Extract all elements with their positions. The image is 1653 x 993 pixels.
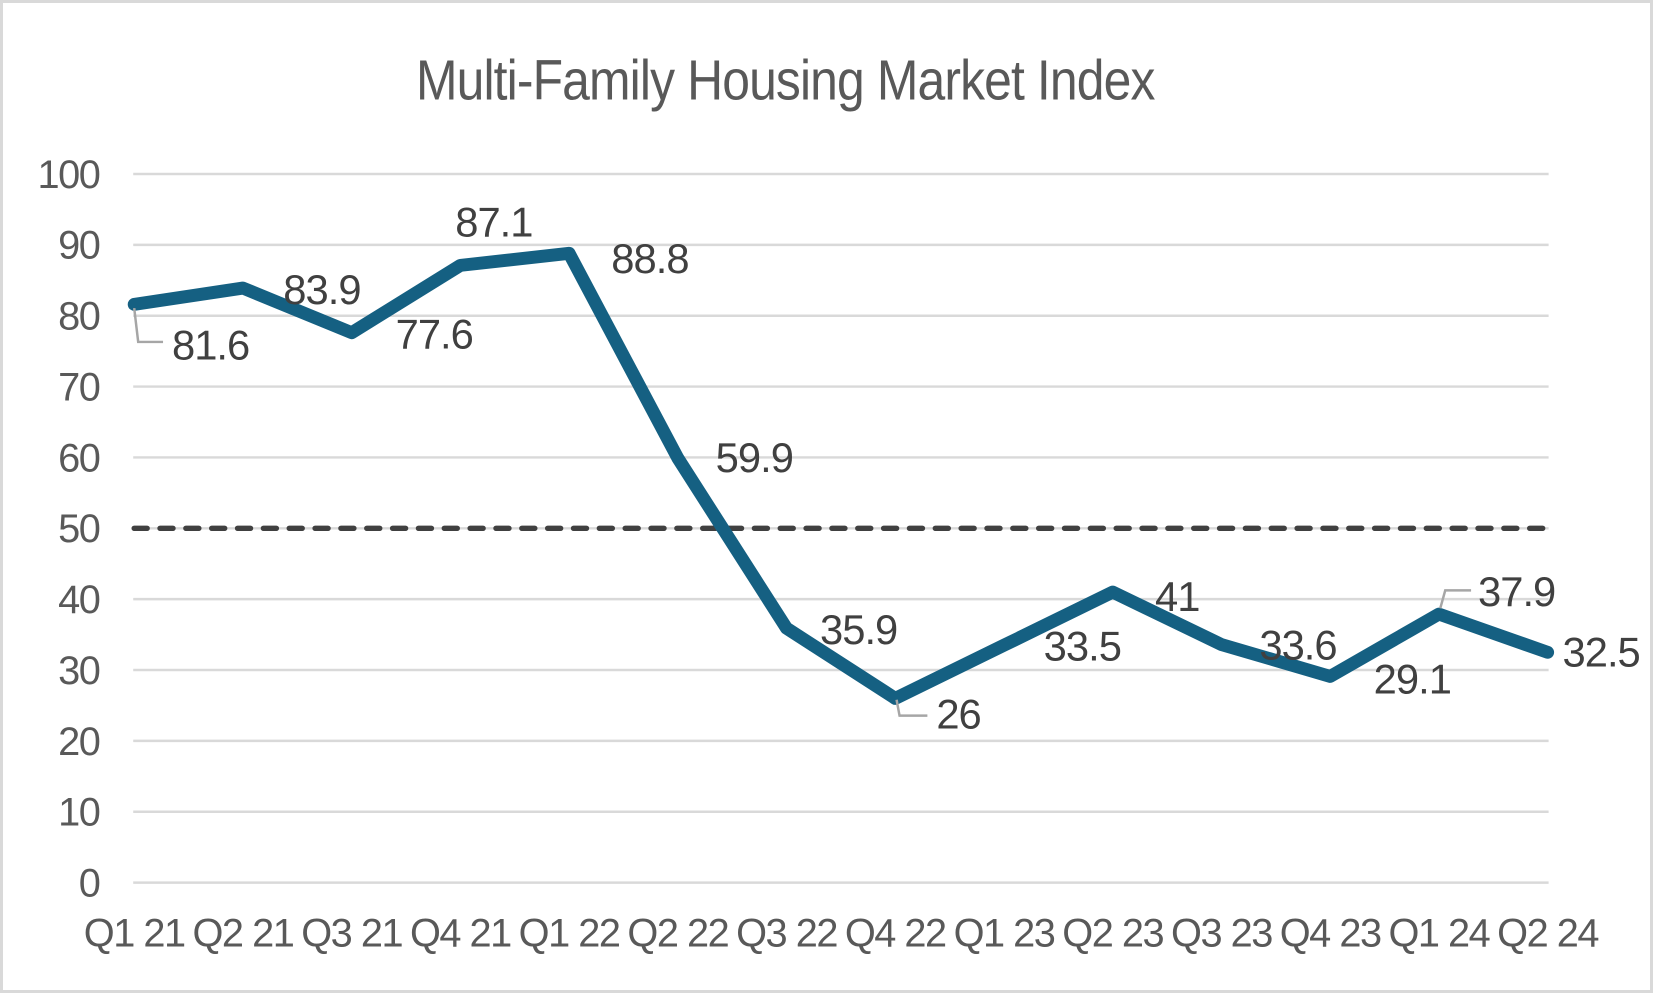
data-label-leader-line	[132, 307, 164, 344]
data-label: 37.9	[1478, 568, 1555, 615]
x-tick-label: Q2 21	[193, 911, 294, 955]
data-label: 26	[936, 690, 980, 737]
y-tick-label: 20	[58, 720, 100, 764]
x-tick-label: Q3 22	[736, 911, 837, 955]
x-tick-label: Q2 23	[1062, 911, 1163, 955]
data-label: 77.6	[396, 311, 473, 358]
y-axis-tick-labels: 0 10 20 30 40 50 60 70 80 90 100	[38, 153, 102, 906]
data-label-leader-line	[895, 699, 928, 717]
y-tick-label: 90	[58, 224, 100, 268]
data-label: 33.6	[1259, 622, 1336, 669]
x-tick-label: Q4 23	[1280, 911, 1381, 955]
x-tick-label: Q4 22	[845, 911, 946, 955]
y-tick-label: 50	[58, 507, 100, 551]
x-tick-label: Q3 21	[301, 911, 402, 955]
data-label: 87.1	[455, 198, 532, 245]
y-tick-label: 30	[58, 649, 100, 693]
data-label: 41	[1155, 573, 1199, 620]
data-label: 35.9	[820, 606, 897, 653]
data-label: 88.8	[611, 235, 688, 282]
x-tick-label: Q1 23	[954, 911, 1055, 955]
series-line	[127, 246, 1555, 705]
y-tick-label: 10	[58, 791, 100, 835]
data-label: 83.9	[283, 266, 360, 313]
data-label: 29.1	[1374, 656, 1451, 703]
x-tick-label: Q2 24	[1497, 911, 1598, 955]
chart-title: Multi-Family Housing Market Index	[416, 50, 1156, 113]
x-tick-label: Q1 24	[1388, 911, 1489, 955]
data-label: 33.5	[1044, 623, 1121, 670]
y-tick-label: 100	[38, 153, 100, 197]
data-label: 32.5	[1563, 629, 1640, 676]
data-label-leader-lines	[132, 307, 1472, 717]
y-tick-label: 0	[79, 862, 100, 906]
data-label-leader-line	[1439, 589, 1472, 609]
y-tick-label: 70	[58, 365, 100, 409]
x-tick-label: Q1 22	[519, 911, 620, 955]
x-tick-label: Q3 23	[1171, 911, 1272, 955]
series-group	[127, 246, 1555, 705]
x-tick-label: Q4 21	[410, 911, 511, 955]
y-tick-label: 40	[58, 578, 100, 622]
data-label: 59.9	[716, 434, 793, 481]
y-tick-label: 60	[58, 436, 100, 480]
data-labels: 81.6 83.9 77.6 87.1 88.8 59.9 35.9 26 33.5 41 33.6…	[172, 198, 1641, 737]
x-tick-label: Q1 21	[84, 911, 185, 955]
x-tick-label: Q2 22	[627, 911, 728, 955]
data-label: 81.6	[172, 322, 249, 369]
y-tick-label: 80	[58, 295, 100, 339]
x-axis-tick-labels: Q1 21 Q2 21 Q3 21 Q4 21 Q1 22 Q2 22 Q3 22 Q4 22…	[84, 911, 1600, 955]
